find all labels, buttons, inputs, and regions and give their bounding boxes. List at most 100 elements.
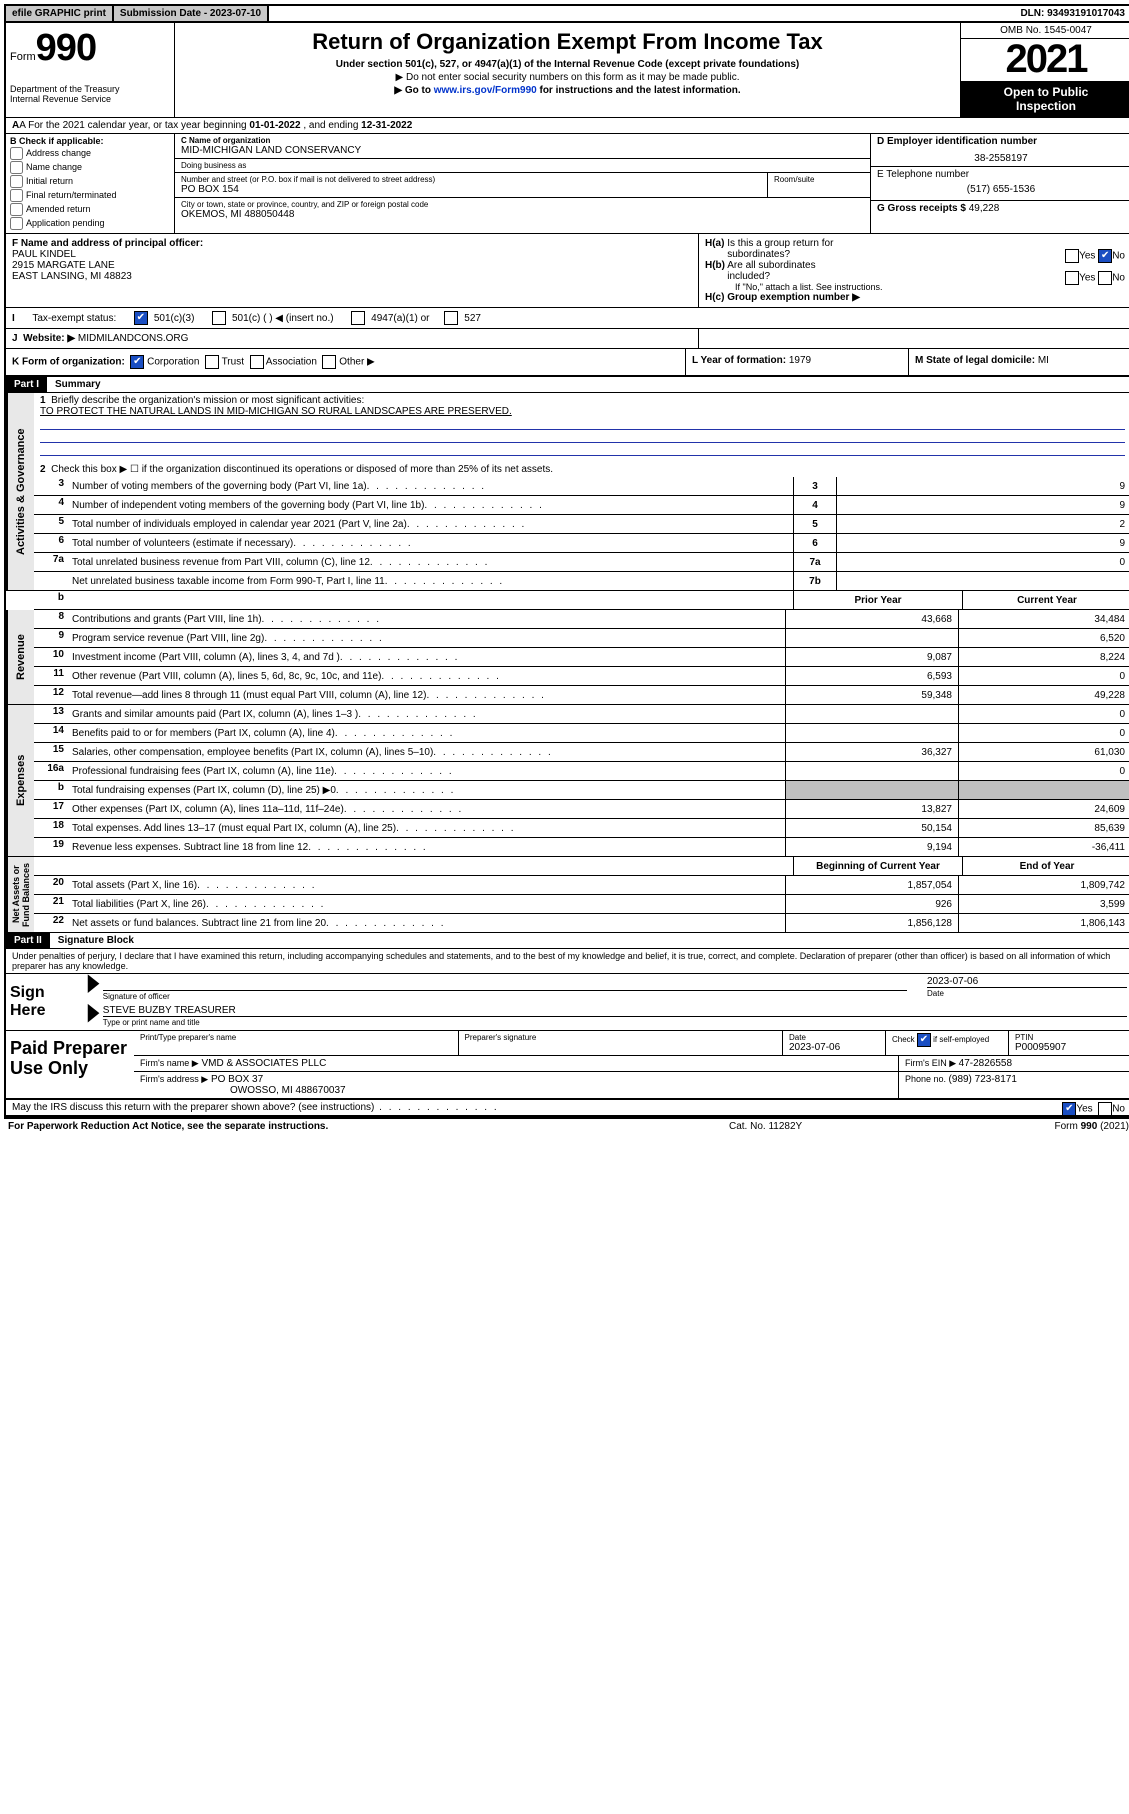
prior-val: 1,856,128 xyxy=(785,914,958,932)
part-i-tag: Part I xyxy=(6,377,47,392)
table-row: 21 Total liabilities (Part X, line 26) 9… xyxy=(34,895,1129,914)
chk-corporation[interactable]: ✔ xyxy=(130,355,144,369)
city-value: OKEMOS, MI 488050448 xyxy=(181,209,864,220)
firm-name-label: Firm's name ▶ xyxy=(140,1058,199,1068)
arrow-icon: ▶ xyxy=(88,998,99,1033)
phone-value: (517) 655-1536 xyxy=(877,184,1125,195)
row-key: 7b xyxy=(793,572,836,590)
discuss-yes[interactable]: ✔ xyxy=(1062,1102,1076,1116)
chk-address-change[interactable]: Address change xyxy=(10,147,170,160)
section-c: C Name of organization MID-MICHIGAN LAND… xyxy=(175,134,871,233)
row-a-tax-year: AA For the 2021 calendar year, or tax ye… xyxy=(6,118,1129,134)
sign-date-label: Date xyxy=(927,987,1127,998)
row-key: 7a xyxy=(793,553,836,571)
subtitle-1: Under section 501(c), 527, or 4947(a)(1)… xyxy=(181,59,954,70)
efile-print-button[interactable]: efile GRAPHIC print xyxy=(6,6,114,21)
officer-addr1: 2915 MARGATE LANE xyxy=(12,260,115,271)
row-val: 9 xyxy=(836,477,1129,495)
row-num: 16a xyxy=(34,762,68,780)
row-a-pre: A For the 2021 calendar year, or tax yea… xyxy=(19,120,249,131)
discuss-no[interactable] xyxy=(1098,1102,1112,1116)
officer-addr2: EAST LANSING, MI 48823 xyxy=(12,271,132,282)
table-row: 8 Contributions and grants (Part VIII, l… xyxy=(34,610,1129,629)
hb-yes[interactable] xyxy=(1065,271,1079,285)
dba-label: Doing business as xyxy=(181,161,864,170)
firm-addr-label: Firm's address ▶ xyxy=(140,1074,208,1084)
row-desc: Benefits paid to or for members (Part IX… xyxy=(68,724,785,742)
current-val: 0 xyxy=(958,762,1129,780)
prior-val xyxy=(785,629,958,647)
chk-501c[interactable] xyxy=(212,311,226,325)
form-990: 990 xyxy=(36,27,96,70)
section-fh: F Name and address of principal officer:… xyxy=(6,234,1129,308)
col-current-year: Current Year xyxy=(962,591,1129,609)
gov-row: Net unrelated business taxable income fr… xyxy=(34,572,1129,590)
table-row: 12 Total revenue—add lines 8 through 11 … xyxy=(34,686,1129,704)
section-netassets: Net Assets or Fund Balances Beginning of… xyxy=(6,857,1129,933)
row-desc: Total fundraising expenses (Part IX, col… xyxy=(68,781,785,799)
prep-sig-label: Preparer's signature xyxy=(465,1033,777,1042)
opt-final: Final return/terminated xyxy=(26,190,117,200)
vlabel-revenue: Revenue xyxy=(6,610,34,704)
gov-row: 6 Total number of volunteers (estimate i… xyxy=(34,534,1129,553)
firm-phone-label: Phone no. xyxy=(905,1074,949,1084)
row-desc: Other expenses (Part IX, column (A), lin… xyxy=(68,800,785,818)
prior-val xyxy=(785,781,958,799)
prior-val: 1,857,054 xyxy=(785,876,958,894)
table-row: 10 Investment income (Part VIII, column … xyxy=(34,648,1129,667)
ptin-label: PTIN xyxy=(1015,1033,1125,1042)
chk-trust[interactable] xyxy=(205,355,219,369)
opt-4947: 4947(a)(1) or xyxy=(371,313,429,324)
chk-final-return[interactable]: Final return/terminated xyxy=(10,189,170,202)
row-desc: Total expenses. Add lines 13–17 (must eq… xyxy=(68,819,785,837)
chk-application-pending[interactable]: Application pending xyxy=(10,217,170,230)
form-body: Form 990 Department of the Treasury Inte… xyxy=(4,23,1129,1119)
prior-val xyxy=(785,705,958,723)
hb-no[interactable] xyxy=(1098,271,1112,285)
opt-initial: Initial return xyxy=(26,176,73,186)
chk-name-change[interactable]: Name change xyxy=(10,161,170,174)
opt-name: Name change xyxy=(26,162,82,172)
officer-printed-name: STEVE BUZBY TREASURER xyxy=(103,1005,1127,1016)
ha-no[interactable]: ✔ xyxy=(1098,249,1112,263)
prior-val: 50,154 xyxy=(785,819,958,837)
chk-initial-return[interactable]: Initial return xyxy=(10,175,170,188)
ha-yes[interactable] xyxy=(1065,249,1079,263)
chk-527[interactable] xyxy=(444,311,458,325)
row-num: 22 xyxy=(34,914,68,932)
chk-amended-return[interactable]: Amended return xyxy=(10,203,170,216)
chk-other[interactable] xyxy=(322,355,336,369)
table-row: 11 Other revenue (Part VIII, column (A),… xyxy=(34,667,1129,686)
sign-date: 2023-07-06 xyxy=(927,976,1127,987)
city-label: City or town, state or province, country… xyxy=(181,200,864,209)
chk-501c3[interactable]: ✔ xyxy=(134,311,148,325)
row-b-num: b xyxy=(34,591,68,609)
row-key: 5 xyxy=(793,515,836,533)
row-desc: Other revenue (Part VIII, column (A), li… xyxy=(68,667,785,685)
row-key: 3 xyxy=(793,477,836,495)
sign-here-label: Sign Here xyxy=(6,974,84,1030)
row-desc: Net unrelated business taxable income fr… xyxy=(68,572,793,590)
row-j: J Website: ▶ MIDMILANDCONS.ORG xyxy=(6,329,1129,349)
instructions-link[interactable]: www.irs.gov/Form990 xyxy=(434,85,537,96)
opt-amended: Amended return xyxy=(26,204,91,214)
chk-association[interactable] xyxy=(250,355,264,369)
officer-name: PAUL KINDEL xyxy=(12,249,76,260)
row-num: 11 xyxy=(34,667,68,685)
org-name-label: C Name of organization xyxy=(181,136,864,145)
sub3-post: for instructions and the latest informat… xyxy=(537,85,741,96)
current-val xyxy=(958,781,1129,799)
self-emp-pre: Check xyxy=(892,1035,915,1044)
row-desc: Program service revenue (Part VIII, line… xyxy=(68,629,785,647)
prior-val: 9,087 xyxy=(785,648,958,666)
chk-self-employed[interactable]: ✔ xyxy=(917,1033,931,1047)
opt-527: 527 xyxy=(464,313,481,324)
chk-4947[interactable] xyxy=(351,311,365,325)
phone-label: E Telephone number xyxy=(877,169,969,180)
perjury-declaration: Under penalties of perjury, I declare th… xyxy=(6,949,1129,974)
firm-name: VMD & ASSOCIATES PLLC xyxy=(201,1058,326,1069)
row-key: 4 xyxy=(793,496,836,514)
ty-end: 12-31-2022 xyxy=(361,120,412,131)
row-num: 13 xyxy=(34,705,68,723)
firm-phone: (989) 723-8171 xyxy=(949,1074,1017,1085)
